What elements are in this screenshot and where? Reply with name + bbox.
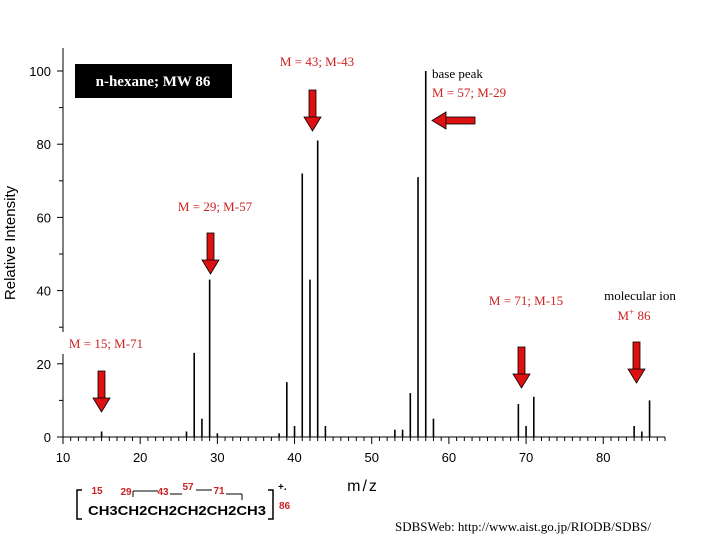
x-tick-label: 10 <box>56 450 70 465</box>
annotation-base-peak-line2: M = 57; M-29 <box>432 85 506 100</box>
chart-title: n-hexane; MW 86 <box>96 74 211 90</box>
frag-mass-43: 43 <box>157 487 169 498</box>
title-background <box>75 64 232 98</box>
frag-mass-57: 57 <box>182 482 194 493</box>
fragmentation-diagram: 15 29 43 57 71 CH3CH2CH2CH2CH2CH3 +. 86 <box>76 482 291 520</box>
mol-ion-m: M <box>618 308 630 323</box>
frag-mass-15: 15 <box>91 486 103 497</box>
mol-ion-sup: + <box>629 307 634 317</box>
plot-axes <box>62 48 665 438</box>
annotation-m29: M = 29; M-57 <box>178 199 253 214</box>
annotation-bg-43 <box>262 49 372 71</box>
annotation-base-peak-line1: base peak <box>432 66 483 81</box>
y-axis-ticks: 0 20 40 60 80 100 <box>29 64 63 445</box>
y-tick-label: 40 <box>37 284 51 299</box>
arrow-m29 <box>201 232 220 275</box>
y-tick-label: 0 <box>44 430 51 445</box>
arrow-molecular-ion <box>627 341 646 384</box>
frag-mass-71: 71 <box>213 486 225 497</box>
mol-ion-mass: 86 <box>634 308 651 323</box>
frag-formula: CH3CH2CH2CH2CH2CH3 <box>88 503 266 518</box>
frag-bracket-lines <box>132 489 243 500</box>
y-tick-label: 100 <box>29 64 51 79</box>
x-tick-label: 50 <box>364 450 378 465</box>
annotation-bg-86 <box>588 282 694 326</box>
x-tick-label: 30 <box>210 450 224 465</box>
annotation-molecular-ion-line2: M+ 86 <box>618 307 651 323</box>
annotation-bg-15 <box>56 332 156 354</box>
annotation-m71: M = 71; M-15 <box>489 293 563 308</box>
y-tick-label: 20 <box>37 357 51 372</box>
arrow-base-peak <box>431 111 476 130</box>
right-bracket <box>268 489 274 520</box>
frag-parent-mass: 86 <box>279 501 291 512</box>
x-tick-label: 20 <box>133 450 147 465</box>
y-tick-label: 60 <box>37 210 51 225</box>
x-tick-label: 80 <box>596 450 610 465</box>
annotation-m15: M = 15; M-71 <box>69 336 143 351</box>
arrow-m71 <box>512 346 531 389</box>
arrow-m43 <box>303 89 322 132</box>
arrow-m15 <box>92 370 111 413</box>
x-tick-label: 60 <box>442 450 456 465</box>
peak-bars <box>100 71 651 437</box>
x-tick-label: 70 <box>519 450 533 465</box>
x-tick-label: 40 <box>287 450 301 465</box>
title-box: n-hexane; MW 86 <box>75 64 232 98</box>
y-tick-label: 80 <box>37 137 51 152</box>
source-credit: SDBSWeb: http://www.aist.go.jp/RIODB/SDB… <box>395 519 651 534</box>
frag-charge: +. <box>278 482 287 493</box>
frag-mass-29: 29 <box>120 487 132 498</box>
y-axis-title: Relative Intensity <box>2 185 19 300</box>
x-axis-title: m/z <box>347 478 379 495</box>
left-bracket <box>76 489 82 520</box>
x-axis-ticks: 10 20 30 40 50 60 70 80 <box>56 437 666 465</box>
annotation-molecular-ion-line1: molecular ion <box>604 288 676 303</box>
annotation-m43: M = 43; M-43 <box>280 54 354 69</box>
